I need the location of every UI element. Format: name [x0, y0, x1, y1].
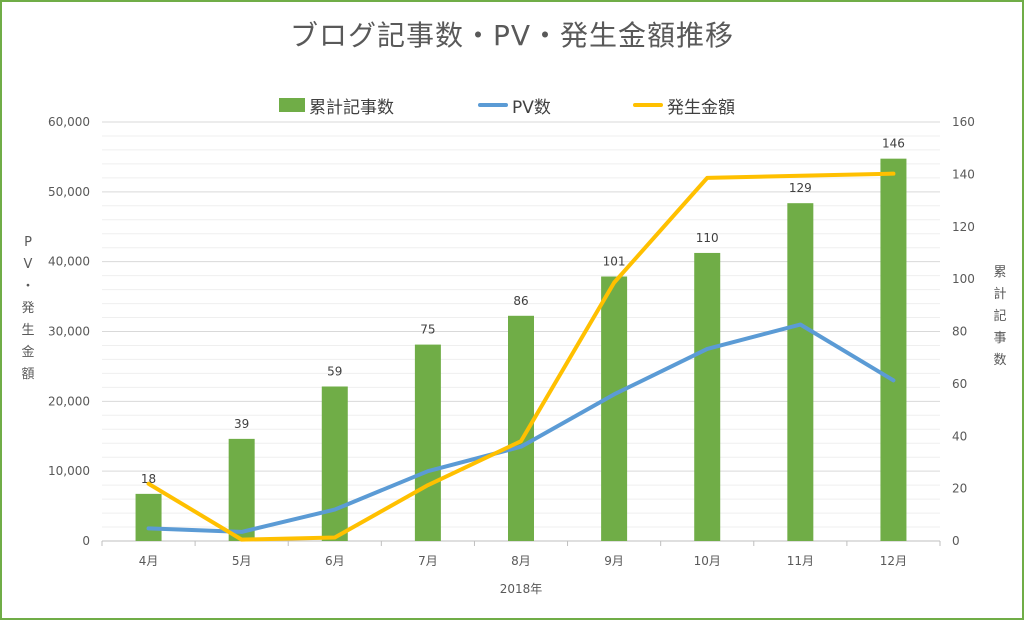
bar-data-label: 39	[234, 417, 249, 431]
y-right-tick-label: 120	[952, 220, 975, 234]
axis-label-char: ・	[21, 279, 35, 294]
axis-label-char: 発	[21, 301, 35, 316]
bar	[601, 276, 628, 541]
y-right-tick-label: 40	[952, 429, 967, 443]
x-axis-title: 2018年	[500, 582, 543, 596]
x-tick-label: 4月	[139, 554, 159, 568]
bar-data-label: 129	[789, 181, 812, 195]
axis-label-char: 金	[21, 345, 35, 360]
x-tick-label: 5月	[232, 554, 252, 568]
chart-title: ブログ記事数・PV・発生金額推移	[289, 19, 735, 52]
x-tick-label: 9月	[604, 554, 624, 568]
legend-item-amount: 発生金額	[633, 92, 735, 118]
legend-label-amount: 発生金額	[667, 97, 735, 118]
y-right-tick-label: 100	[952, 272, 975, 286]
bar	[135, 493, 162, 541]
y-axis-right-label: 累計記事数	[992, 262, 1008, 372]
axis-label-char: V	[23, 257, 33, 272]
bar-data-label: 18	[141, 472, 156, 486]
y-left-tick-label: 30,000	[48, 325, 90, 339]
axis-label-char: 累	[993, 265, 1007, 280]
legend-swatch-pv	[478, 103, 508, 107]
amount-line	[146, 171, 896, 542]
bar-data-label: 101	[603, 255, 626, 269]
axis-label-char: P	[24, 235, 32, 250]
bar-data-label: 146	[882, 137, 905, 151]
y-right-tick-label: 20	[952, 482, 967, 496]
x-tick-label: 12月	[880, 554, 907, 568]
y-right-tick-label: 80	[952, 325, 967, 339]
legend-item-pv: PV数	[478, 92, 551, 118]
y-left-tick-label: 60,000	[48, 115, 90, 129]
y-left-tick-label: 20,000	[48, 394, 90, 408]
axis-label-char: 生	[21, 323, 35, 338]
y-axis-left-label: P V ・発生金額	[20, 232, 36, 386]
x-tick-label: 10月	[694, 554, 721, 568]
y-left-tick-label: 40,000	[48, 255, 90, 269]
y-left-tick-label: 50,000	[48, 185, 90, 199]
bar	[228, 438, 255, 541]
bar-data-label: 75	[420, 323, 435, 337]
y-left-tick-label: 0	[82, 534, 90, 548]
y-right-tick-label: 0	[952, 534, 960, 548]
chart-legend: 累計記事数 PV数 発生金額	[0, 92, 1024, 118]
axis-label-char: 額	[21, 367, 35, 382]
pv-line	[146, 322, 896, 534]
axis-label-char: 事	[993, 331, 1007, 346]
x-tick-label: 6月	[325, 554, 345, 568]
y-right-tick-label: 160	[952, 115, 975, 129]
x-tick-label: 8月	[511, 554, 531, 568]
bar	[694, 252, 721, 541]
bar-data-label: 86	[513, 294, 528, 308]
y-right-tick-label: 60	[952, 377, 967, 391]
legend-label-articles: 累計記事数	[309, 97, 394, 118]
x-tick-label: 7月	[418, 554, 438, 568]
axis-label-char: 計	[993, 287, 1007, 302]
bar	[880, 158, 907, 541]
bar	[414, 344, 441, 541]
axis-label-char: 記	[993, 309, 1007, 324]
axis-label-char: 数	[993, 353, 1007, 368]
legend-label-pv: PV数	[512, 97, 551, 118]
legend-item-articles: 累計記事数	[279, 92, 394, 118]
y-left-tick-label: 10,000	[48, 464, 90, 478]
y-right-tick-label: 140	[952, 167, 975, 181]
legend-swatch-amount	[633, 103, 663, 107]
bar	[321, 386, 348, 541]
legend-swatch-articles	[279, 98, 305, 112]
bar-data-label: 110	[696, 231, 719, 245]
x-tick-label: 11月	[787, 554, 814, 568]
bar	[787, 203, 814, 541]
bar-data-label: 59	[327, 364, 342, 378]
